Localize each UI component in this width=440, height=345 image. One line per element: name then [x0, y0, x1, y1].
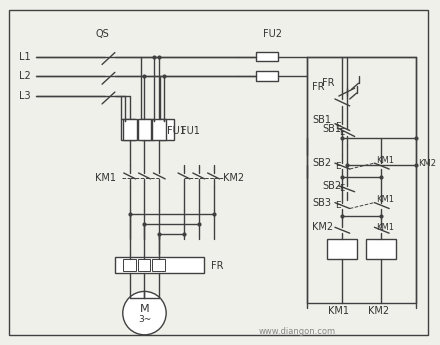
Text: KM2: KM2 [224, 173, 245, 183]
Text: KM2: KM2 [312, 222, 334, 232]
Text: KM1: KM1 [376, 195, 394, 204]
Text: L1: L1 [19, 51, 31, 61]
Bar [160, 119, 174, 140]
Bar [115, 257, 204, 273]
Bar [256, 71, 278, 81]
Text: KM1: KM1 [376, 223, 394, 232]
Text: SB2: SB2 [322, 181, 341, 191]
Text: www.diangon.com: www.diangon.com [259, 327, 336, 336]
Text: FU1: FU1 [167, 126, 186, 136]
Bar [367, 239, 396, 259]
Text: FU1: FU1 [181, 126, 200, 136]
Bar [327, 239, 357, 259]
Text: FR: FR [312, 82, 325, 92]
Bar [121, 119, 135, 140]
Text: L2: L2 [19, 71, 31, 81]
Bar [123, 259, 136, 271]
Text: SB1: SB1 [322, 124, 341, 134]
Text: M: M [139, 304, 149, 314]
Text: E: E [335, 122, 341, 131]
Text: KM2: KM2 [368, 306, 389, 316]
Bar [256, 52, 278, 61]
Text: E: E [335, 201, 341, 210]
Circle shape [123, 292, 166, 335]
Text: L3: L3 [19, 91, 31, 101]
Text: SB2: SB2 [312, 158, 331, 168]
Text: FR: FR [322, 78, 334, 88]
Text: KM2: KM2 [418, 159, 436, 168]
Bar [138, 259, 150, 271]
Bar [123, 119, 136, 140]
Bar [152, 119, 166, 140]
Text: E: E [339, 184, 344, 193]
Text: KM1: KM1 [95, 173, 116, 183]
Text: 3~: 3~ [138, 315, 151, 324]
Text: SB3: SB3 [312, 198, 331, 208]
Text: E: E [335, 161, 341, 170]
Text: FU2: FU2 [263, 29, 282, 39]
Text: KM1: KM1 [328, 306, 349, 316]
Text: E: E [339, 128, 344, 137]
Text: SB1: SB1 [312, 115, 331, 125]
Bar [138, 119, 151, 140]
Text: FR: FR [211, 261, 223, 271]
Bar [152, 259, 165, 271]
Text: QS: QS [95, 29, 109, 39]
Text: KM1: KM1 [376, 156, 394, 165]
Bar [140, 119, 154, 140]
